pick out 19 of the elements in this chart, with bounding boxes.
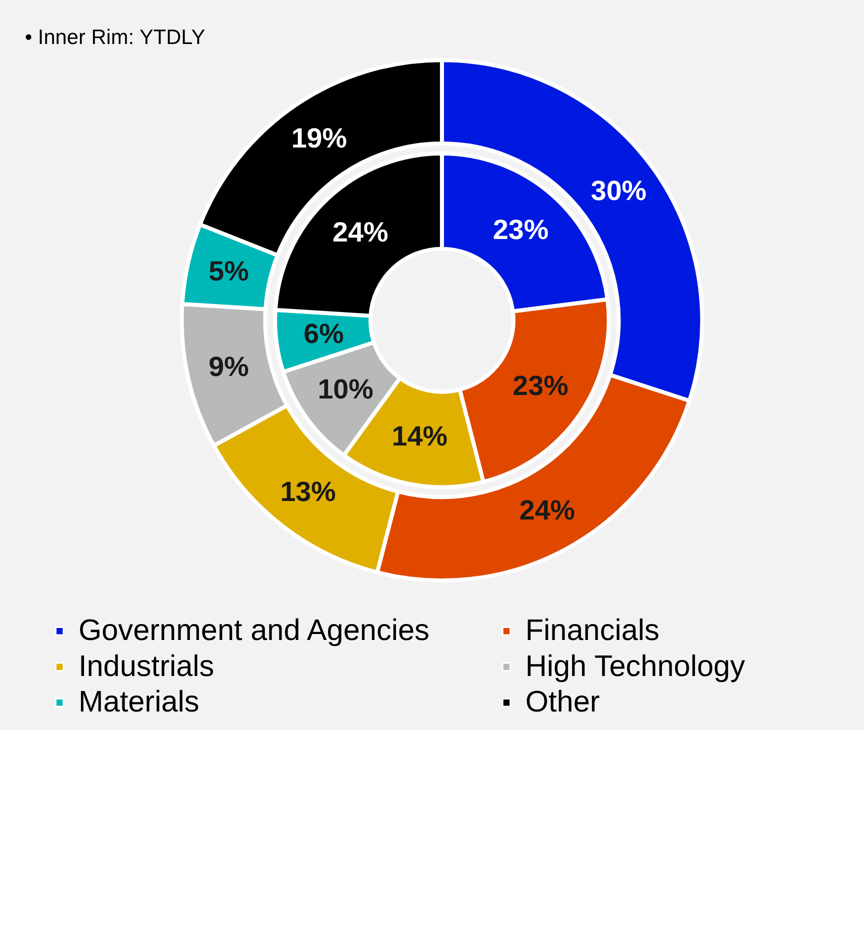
legend-label: Financials (525, 614, 660, 648)
data-label: 5% (208, 256, 249, 287)
data-label: 14% (392, 420, 448, 452)
data-label: 30% (590, 174, 647, 206)
data-label: 13% (280, 476, 336, 507)
data-label: 24% (332, 216, 388, 248)
data-label: 10% (318, 373, 374, 404)
data-label: 24% (519, 494, 576, 526)
data-label: 9% (208, 350, 249, 382)
data-label: 19% (291, 122, 347, 154)
text: • Inner Rim: YTDLY (24, 26, 206, 50)
legend-label: Other (525, 686, 600, 719)
legend-label: High Technology (525, 650, 746, 683)
data-label: 23% (492, 214, 549, 245)
legend-label: Materials (78, 686, 200, 719)
data-label: 6% (304, 318, 344, 350)
legend-label: Government and Agencies (78, 614, 430, 648)
data-label: 23% (512, 370, 568, 402)
legend-label: Industrials (78, 650, 214, 683)
